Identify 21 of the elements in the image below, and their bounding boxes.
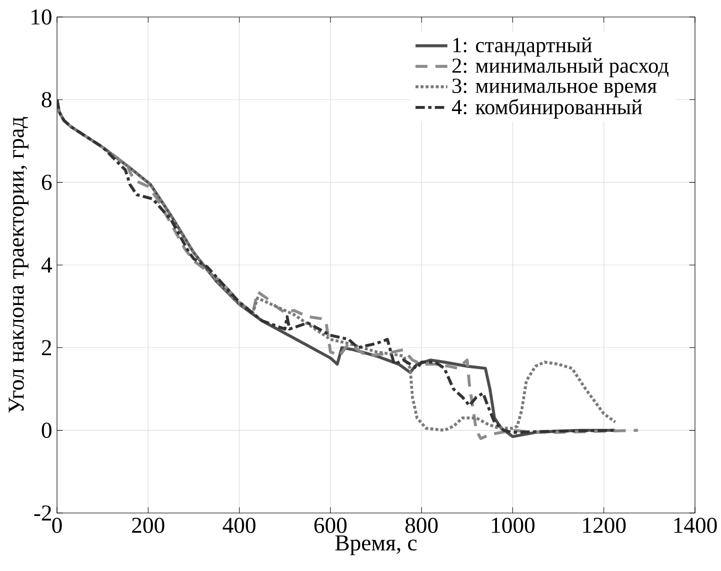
y-tick-label: 6 bbox=[42, 174, 52, 190]
x-tick-label: 1400 bbox=[674, 518, 717, 533]
legend-label: 4: комбинированный bbox=[452, 98, 642, 119]
x-axis-title: Время, с bbox=[335, 535, 417, 556]
y-axis-title: Угол наклона траектории, град bbox=[8, 117, 28, 413]
x-tick-label: 200 bbox=[132, 518, 164, 533]
y-tick-label: 2 bbox=[42, 340, 52, 356]
legend-label: 1: стандартный bbox=[453, 37, 592, 57]
y-tick-label: 0 bbox=[42, 422, 52, 438]
legend-label: 3: минимальное время bbox=[452, 78, 657, 98]
x-tick-label: 800 bbox=[405, 518, 438, 533]
x-tick-label: 1200 bbox=[583, 518, 626, 533]
x-tick-label: 600 bbox=[314, 518, 347, 533]
y-tick-label: 8 bbox=[42, 92, 52, 108]
y-tick-label: 10 bbox=[32, 9, 52, 25]
y-tick-label: -2 bbox=[34, 505, 52, 520]
x-tick-label: 400 bbox=[222, 518, 256, 533]
x-tick-label: 0 bbox=[52, 518, 62, 533]
legend-label: 2: минимальный расход bbox=[452, 58, 668, 78]
y-tick-label: 4 bbox=[41, 258, 52, 272]
x-tick-label: 1000 bbox=[492, 518, 535, 533]
